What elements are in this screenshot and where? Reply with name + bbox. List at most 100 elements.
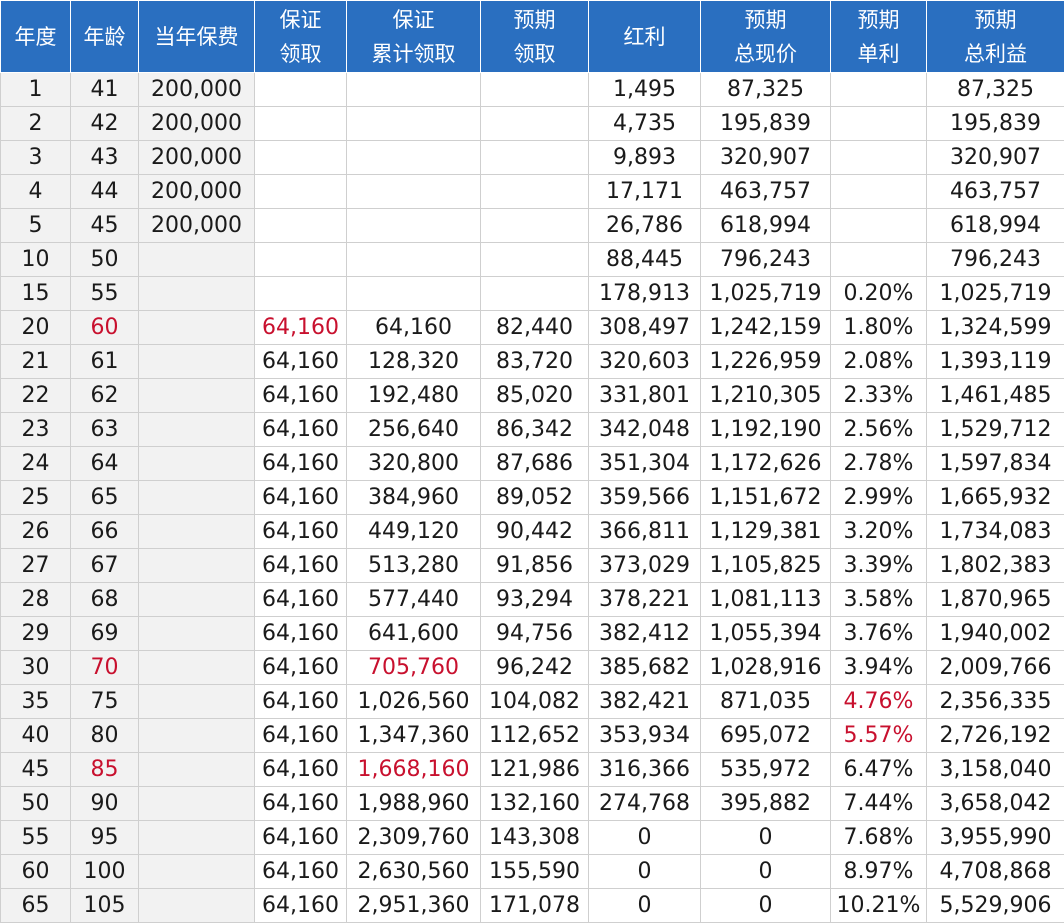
- cell-premium: [138, 310, 255, 345]
- cell-dividend: 4,735: [588, 106, 701, 141]
- cell-expected-payout: [480, 174, 589, 209]
- table-row: 30 70 64,160 705,760 96,242 385,682 1,028,916 3…: [0, 650, 1064, 685]
- cell-expected-cash-value: 1,129,381: [700, 514, 831, 549]
- cell-expected-payout: [480, 106, 589, 141]
- cell-guaranteed-payout: [254, 72, 347, 107]
- cell-year: 27: [0, 548, 71, 583]
- cell-dividend: 316,366: [588, 752, 701, 787]
- col-header-year: 年度: [0, 0, 71, 73]
- cell-dividend: 0: [588, 820, 701, 855]
- cell-dividend: 9,893: [588, 140, 701, 175]
- cell-premium: [138, 752, 255, 787]
- cell-guaranteed-payout: [254, 208, 347, 243]
- cell-expected-simple-rate: [830, 72, 927, 107]
- cell-expected-simple-rate: 0.20%: [830, 276, 927, 311]
- cell-expected-cash-value: 195,839: [700, 106, 831, 141]
- cell-expected-total-benefit: 87,325: [926, 72, 1064, 107]
- cell-year: 21: [0, 344, 71, 379]
- cell-guaranteed-cumulative: 192,480: [346, 378, 481, 413]
- cell-age: 61: [70, 344, 139, 379]
- cell-guaranteed-cumulative: [346, 276, 481, 311]
- cell-expected-total-benefit: 796,243: [926, 242, 1064, 277]
- col-header-premium: 当年保费: [138, 0, 255, 73]
- cell-guaranteed-payout: 64,160: [254, 820, 347, 855]
- header-row: 年度 年龄 当年保费 保证 领取 保证 累计领取 预期 领取 红利 预期 总现价…: [0, 0, 1064, 73]
- cell-guaranteed-payout: 64,160: [254, 548, 347, 583]
- cell-expected-payout: 143,308: [480, 820, 589, 855]
- cell-guaranteed-cumulative: 1,347,360: [346, 718, 481, 753]
- cell-year: 28: [0, 582, 71, 617]
- cell-expected-total-benefit: 1,870,965: [926, 582, 1064, 617]
- cell-dividend: 26,786: [588, 208, 701, 243]
- cell-expected-total-benefit: 1,734,083: [926, 514, 1064, 549]
- cell-age: 69: [70, 616, 139, 651]
- cell-expected-cash-value: 1,242,159: [700, 310, 831, 345]
- cell-expected-cash-value: 87,325: [700, 72, 831, 107]
- cell-age: 65: [70, 480, 139, 515]
- table-row: 28 68 64,160 577,440 93,294 378,221 1,081,113 3…: [0, 582, 1064, 617]
- cell-premium: [138, 446, 255, 481]
- cell-premium: [138, 412, 255, 447]
- cell-expected-cash-value: 0: [700, 820, 831, 855]
- cell-expected-cash-value: 320,907: [700, 140, 831, 175]
- cell-dividend: 366,811: [588, 514, 701, 549]
- col-header-expected-total-benefit: 预期 总利益: [926, 0, 1064, 73]
- cell-guaranteed-payout: 64,160: [254, 616, 347, 651]
- cell-guaranteed-cumulative: 449,120: [346, 514, 481, 549]
- cell-year: 23: [0, 412, 71, 447]
- cell-expected-payout: 104,082: [480, 684, 589, 719]
- cell-expected-cash-value: 796,243: [700, 242, 831, 277]
- cell-expected-simple-rate: 8.97%: [830, 854, 927, 889]
- cell-expected-payout: 91,856: [480, 548, 589, 583]
- cell-expected-total-benefit: 1,940,002: [926, 616, 1064, 651]
- cell-age: 100: [70, 854, 139, 889]
- cell-expected-simple-rate: 3.94%: [830, 650, 927, 685]
- table-row: 4 44 200,000 17,171 463,757 463,757: [0, 174, 1064, 209]
- cell-year: 1: [0, 72, 71, 107]
- cell-expected-simple-rate: [830, 106, 927, 141]
- cell-guaranteed-cumulative: [346, 140, 481, 175]
- cell-dividend: 331,801: [588, 378, 701, 413]
- cell-dividend: 308,497: [588, 310, 701, 345]
- cell-age: 41: [70, 72, 139, 107]
- cell-expected-simple-rate: 2.08%: [830, 344, 927, 379]
- table-row: 3 43 200,000 9,893 320,907 320,907: [0, 140, 1064, 175]
- table-row: 35 75 64,160 1,026,560 104,082 382,421 871,035…: [0, 684, 1064, 719]
- table-row: 10 50 88,445 796,243 796,243: [0, 242, 1064, 277]
- cell-expected-simple-rate: 7.68%: [830, 820, 927, 855]
- cell-guaranteed-cumulative: [346, 106, 481, 141]
- cell-premium: 200,000: [138, 174, 255, 209]
- cell-expected-cash-value: 395,882: [700, 786, 831, 821]
- table-row: 5 45 200,000 26,786 618,994 618,994: [0, 208, 1064, 243]
- cell-expected-cash-value: 1,172,626: [700, 446, 831, 481]
- table-row: 15 55 178,913 1,025,719 0.20% 1,025,719: [0, 276, 1064, 311]
- cell-age: 68: [70, 582, 139, 617]
- cell-dividend: 378,221: [588, 582, 701, 617]
- cell-age: 55: [70, 276, 139, 311]
- cell-expected-total-benefit: 2,009,766: [926, 650, 1064, 685]
- cell-expected-total-benefit: 195,839: [926, 106, 1064, 141]
- cell-year: 35: [0, 684, 71, 719]
- cell-guaranteed-cumulative: 1,668,160: [346, 752, 481, 787]
- table-body: 1 41 200,000 1,495 87,325 87,325 2 42 200,000 4,7…: [0, 72, 1064, 923]
- cell-premium: [138, 378, 255, 413]
- cell-expected-payout: [480, 140, 589, 175]
- cell-age: 105: [70, 888, 139, 923]
- table-row: 22 62 64,160 192,480 85,020 331,801 1,210,305 2…: [0, 378, 1064, 413]
- cell-expected-cash-value: 1,226,959: [700, 344, 831, 379]
- cell-expected-payout: [480, 208, 589, 243]
- cell-age: 42: [70, 106, 139, 141]
- cell-guaranteed-cumulative: 2,951,360: [346, 888, 481, 923]
- cell-expected-simple-rate: 2.33%: [830, 378, 927, 413]
- cell-age: 75: [70, 684, 139, 719]
- cell-age: 95: [70, 820, 139, 855]
- table-row: 25 65 64,160 384,960 89,052 359,566 1,151,672 2…: [0, 480, 1064, 515]
- table-row: 50 90 64,160 1,988,960 132,160 274,768 395,882…: [0, 786, 1064, 821]
- cell-premium: [138, 888, 255, 923]
- cell-year: 2: [0, 106, 71, 141]
- cell-premium: [138, 276, 255, 311]
- cell-premium: [138, 684, 255, 719]
- cell-dividend: 320,603: [588, 344, 701, 379]
- cell-dividend: 88,445: [588, 242, 701, 277]
- cell-guaranteed-cumulative: [346, 242, 481, 277]
